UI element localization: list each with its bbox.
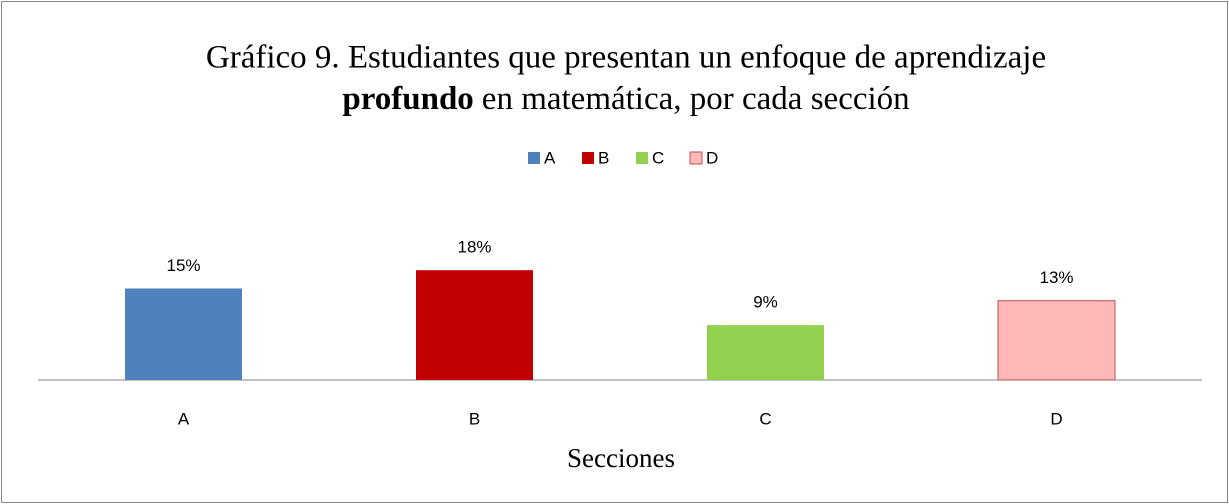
legend-label: A xyxy=(544,148,556,167)
chart-title: Gráfico 9. Estudiantes que presentan un … xyxy=(206,40,1046,76)
x-tick-label: D xyxy=(1050,409,1062,428)
legend-label: C xyxy=(652,148,664,167)
chart-title: profundo en matemática, por cada sección xyxy=(342,81,909,117)
x-tick-label: B xyxy=(469,409,480,428)
data-label: 15% xyxy=(166,256,200,275)
data-label: 18% xyxy=(457,238,491,257)
chart-title-rest: en matemática, por cada sección xyxy=(482,81,910,117)
x-axis-title: Secciones xyxy=(567,443,675,473)
legend-swatch xyxy=(689,151,703,165)
x-tick-label: A xyxy=(178,409,190,428)
bar xyxy=(707,325,824,380)
bar xyxy=(125,288,242,380)
legend-swatch xyxy=(528,152,540,164)
bar xyxy=(997,300,1116,381)
legend-swatch xyxy=(582,152,594,164)
data-label: 9% xyxy=(753,293,778,312)
x-tick-label: C xyxy=(759,409,771,428)
legend-swatch xyxy=(636,152,648,164)
legend-label: B xyxy=(598,148,609,167)
bar xyxy=(416,270,533,380)
data-label: 13% xyxy=(1039,268,1073,287)
chart-title-bold: profundo xyxy=(342,81,473,117)
legend-label: D xyxy=(706,148,718,167)
